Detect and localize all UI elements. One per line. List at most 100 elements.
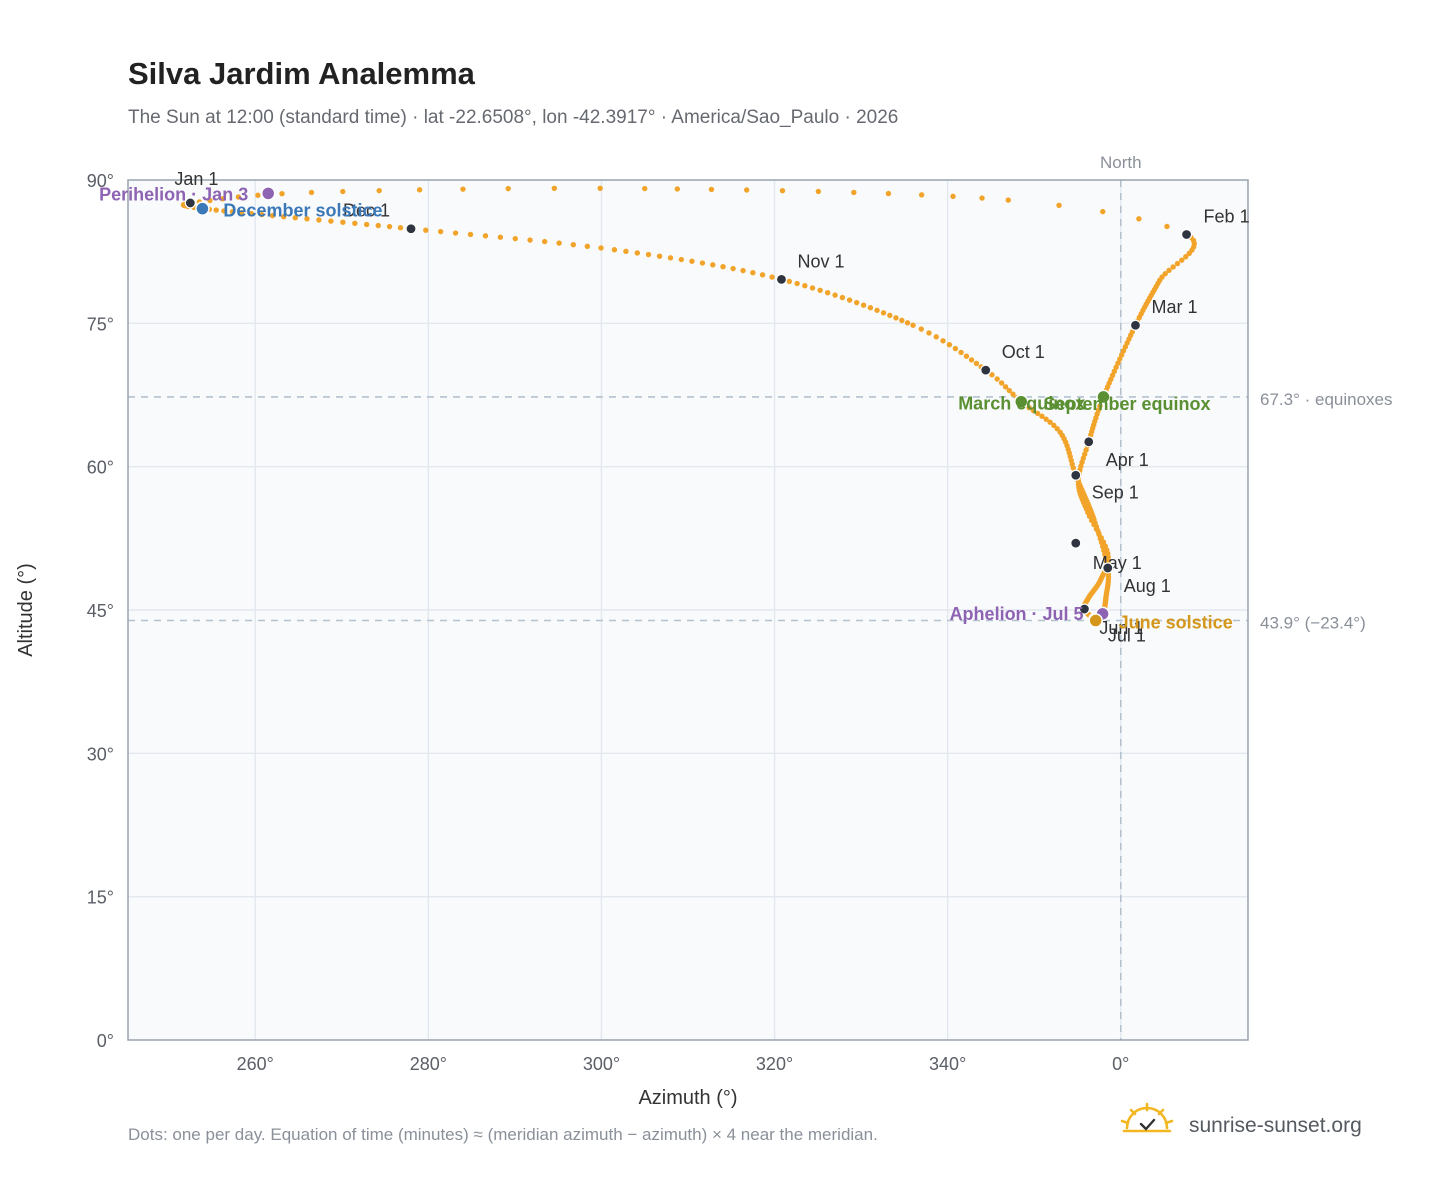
daily-position-dot <box>352 220 358 227</box>
sun-icon <box>1120 1102 1174 1133</box>
daily-position-dot <box>416 187 423 193</box>
x-tick-label: 340° <box>929 1054 966 1074</box>
y-tick-label: 60° <box>87 458 114 478</box>
daily-position-dot <box>846 297 853 303</box>
daily-position-dot <box>874 307 880 313</box>
daily-position-dot <box>556 240 562 246</box>
daily-position-dot <box>269 212 276 219</box>
month-marker-dot <box>1129 319 1142 331</box>
month-label: Jan 1 <box>174 169 218 189</box>
daily-position-dot <box>893 315 899 321</box>
x-tick-label: 260° <box>237 1054 274 1074</box>
daily-position-dot <box>794 280 800 287</box>
y-tick-label: 45° <box>87 601 114 621</box>
daily-position-dot <box>750 269 756 276</box>
daily-position-dot <box>1054 426 1060 432</box>
daily-position-dot <box>1117 356 1123 362</box>
daily-position-dot <box>989 372 995 378</box>
daily-position-dot <box>933 334 939 340</box>
event-label: March equinox <box>958 394 1085 414</box>
event-label: June solstice <box>1119 613 1233 633</box>
month-label: Dec 1 <box>343 201 390 221</box>
daily-position-dot <box>674 186 681 192</box>
daily-position-dot <box>699 260 706 266</box>
daily-position-dot <box>551 185 558 192</box>
daily-position-dot <box>817 287 823 294</box>
daily-position-dot <box>1100 208 1106 215</box>
daily-position-dot <box>860 302 867 308</box>
daily-position-dot <box>950 193 956 200</box>
daily-position-dot <box>759 272 766 278</box>
daily-position-dot <box>979 195 985 201</box>
daily-position-dot <box>968 357 975 363</box>
daily-position-dot <box>497 234 504 240</box>
daily-position-dot <box>940 338 946 344</box>
daily-position-dot <box>1115 360 1121 366</box>
chart-title: Silva Jardim Analemma <box>128 56 476 91</box>
daily-position-dot <box>1002 384 1009 390</box>
month-label: Nov 1 <box>797 251 844 271</box>
month-label: May 1 <box>1093 553 1142 573</box>
daily-position-dot <box>779 187 786 194</box>
daily-position-dot <box>918 326 924 332</box>
daily-position-dot <box>880 310 887 316</box>
y-axis-label: Altitude (°) <box>15 563 37 657</box>
daily-position-dot <box>958 349 964 356</box>
month-label: Jun 1 <box>1099 618 1143 638</box>
x-tick-label: 280° <box>410 1054 447 1074</box>
daily-position-dot <box>963 353 970 359</box>
event-marker-dot <box>1096 389 1111 405</box>
north-label: North <box>1100 153 1142 172</box>
daily-position-dot <box>946 342 953 348</box>
month-marker-dot <box>1078 603 1091 615</box>
daily-position-dot <box>1118 352 1125 358</box>
daily-position-dot <box>397 224 404 231</box>
reference-lines: 67.3° · equinoxes 43.9° (−23.4°) North <box>128 153 1393 1040</box>
daily-position-dot <box>1122 344 1129 350</box>
month-marker-dot <box>1070 469 1082 481</box>
y-tick-label: 75° <box>87 314 114 334</box>
event-label: Perihelion · Jan 3 <box>99 184 248 204</box>
daily-position-dot <box>689 258 695 264</box>
daily-position-dot <box>316 217 322 223</box>
reference-line-label: 67.3° · equinoxes <box>1260 390 1393 409</box>
daily-position-dot <box>786 278 793 285</box>
daily-position-dot <box>505 185 511 192</box>
month-marker-dot <box>1070 537 1082 549</box>
daily-position-dot <box>710 262 716 268</box>
daily-position-dot <box>1174 260 1181 267</box>
daily-position-dot <box>802 283 808 289</box>
daily-position-dot <box>570 241 577 248</box>
month-marker-dot <box>1102 562 1114 574</box>
daily-position-dot <box>597 185 603 192</box>
check-icon <box>1139 1118 1156 1131</box>
month-label: Apr 1 <box>1106 450 1149 470</box>
daily-position-dot <box>1034 410 1041 417</box>
daily-position-dot <box>235 194 242 200</box>
y-tick-label: 15° <box>87 888 114 908</box>
daily-position-dot <box>541 238 548 245</box>
daily-position-dot <box>730 265 736 272</box>
month-marker-dot <box>405 223 417 235</box>
event-marker-dot <box>1088 613 1103 628</box>
x-tick-label: 0° <box>1112 1054 1129 1074</box>
event-marker-dot <box>260 186 276 201</box>
daily-position-dot <box>527 237 533 243</box>
chart-subtitle: The Sun at 12:00 (standard time) · lat -… <box>128 107 898 128</box>
daily-position-dot <box>1164 223 1170 230</box>
event-label: Aphelion · Jul 5 <box>950 604 1084 624</box>
daily-position-dot <box>645 251 652 258</box>
daily-position-dot <box>839 294 846 301</box>
daily-position-dot <box>824 289 831 296</box>
daily-position-dot <box>452 230 459 236</box>
daily-position-dot <box>910 322 916 328</box>
daily-position-dot <box>678 256 684 263</box>
daily-position-dot <box>1120 348 1127 354</box>
month-marker-dot <box>980 364 992 376</box>
daily-position-dot <box>482 233 489 239</box>
daily-position-dot <box>1179 257 1185 263</box>
daily-position-dot <box>1183 254 1189 260</box>
daily-position-dot <box>598 245 604 251</box>
